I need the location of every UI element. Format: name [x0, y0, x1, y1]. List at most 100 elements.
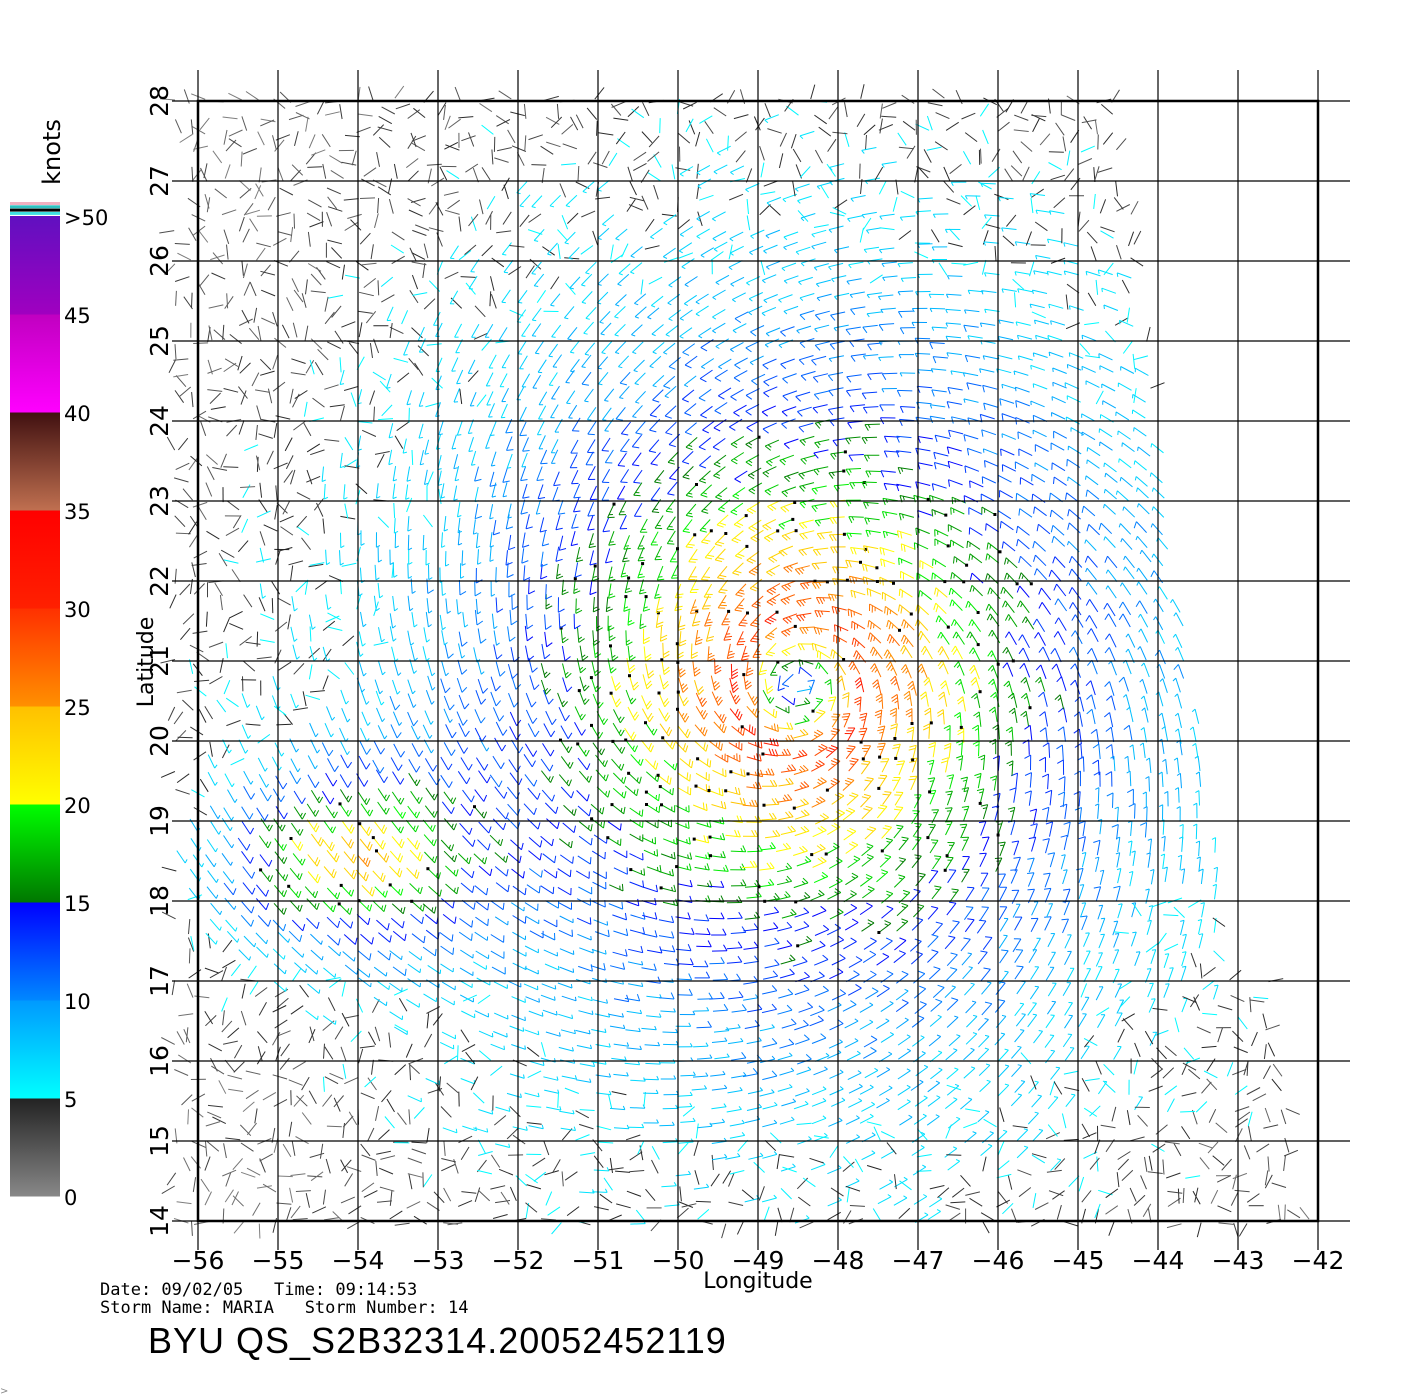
wind-barb [1138, 628, 1149, 643]
wind-barb [763, 1206, 770, 1221]
wind-barb [509, 711, 522, 726]
wind-barb [1176, 772, 1182, 789]
wind-barb [898, 588, 913, 598]
wind-barb [1031, 114, 1047, 118]
wind-barb [813, 466, 829, 476]
wind-barb [494, 737, 507, 752]
wind-barb [945, 1204, 961, 1210]
wind-barb [845, 468, 862, 476]
wind-barb [859, 1002, 874, 1013]
wind-barb [1053, 583, 1067, 597]
wind-barb [688, 120, 696, 135]
wind-barb [546, 141, 561, 148]
wind-barb [494, 852, 509, 863]
x-tick-label: −55 [252, 1246, 305, 1275]
wind-barb [531, 307, 542, 322]
wind-barb [1038, 587, 1052, 601]
wind-barb [258, 773, 270, 788]
wind-barb [240, 1171, 256, 1178]
wind-barb [1065, 1093, 1076, 1108]
wind-barb [1053, 476, 1067, 486]
wind-barb [713, 454, 727, 468]
wind-barb [612, 787, 627, 799]
wind-barb [851, 637, 866, 649]
colorbar-segment [10, 902, 60, 1001]
wind-barb [523, 565, 531, 581]
wind-barb [698, 388, 712, 402]
wind-barb [727, 1086, 743, 1094]
wind-barb [532, 374, 542, 389]
wind-barb [616, 1203, 631, 1209]
wind-barb [748, 519, 762, 532]
wind-barb [444, 141, 459, 150]
wind-barb [175, 532, 191, 535]
wind-barb [1033, 554, 1047, 567]
wind-barb [982, 1156, 987, 1172]
wind-barb [850, 547, 867, 555]
wind-barb [575, 870, 590, 879]
wind-barb [883, 649, 896, 663]
wind-barb [557, 244, 561, 260]
wind-barb [765, 327, 781, 337]
wind-barb [584, 388, 594, 403]
wind-barb [1125, 633, 1136, 648]
wind-barb [291, 946, 305, 958]
wind-barb [361, 885, 375, 897]
wind-barb [374, 1026, 381, 1042]
wind-barb [1054, 1158, 1066, 1170]
wind-barb [1031, 188, 1044, 198]
wind-barb [423, 739, 434, 754]
wind-barb [585, 261, 597, 275]
wind-barb [722, 1170, 732, 1184]
wind-barb [526, 594, 534, 611]
wind-barb [1103, 1081, 1116, 1093]
wind-barb [894, 1176, 908, 1188]
wind-barb [619, 371, 631, 386]
wind-barb [293, 1094, 305, 1107]
wind-barb [551, 385, 560, 400]
wind-barb [462, 835, 476, 847]
wind-barb [220, 549, 235, 558]
wind-barb [290, 822, 304, 836]
wind-barb [750, 613, 761, 628]
wind-barb [1076, 867, 1084, 883]
wind-barb [560, 725, 573, 739]
wind-barb [832, 566, 848, 574]
wind-barb [222, 1169, 237, 1177]
wind-barb [896, 1017, 909, 1029]
wind-barb [846, 792, 859, 806]
wind-barb [1016, 585, 1030, 598]
wind-barb [713, 107, 727, 117]
wind-barb [627, 610, 635, 626]
wind-barb [604, 388, 615, 402]
wind-barb [815, 1052, 830, 1062]
wind-barb [457, 659, 468, 675]
wind-barb [761, 748, 779, 757]
wind-barb [624, 994, 641, 1002]
wind-barb [859, 873, 873, 887]
wind-barb [181, 1094, 193, 1106]
colorbar-segment [10, 608, 60, 707]
wind-barb [245, 641, 261, 645]
wind-barb [712, 1003, 729, 1012]
wind-barb [963, 906, 974, 920]
wind-barb [377, 801, 390, 815]
wind-barb [175, 462, 190, 471]
wind-barb [889, 707, 897, 724]
wind-barb [650, 487, 661, 502]
wind-barb [611, 739, 626, 754]
wind-barb [743, 923, 759, 932]
wind-barb [1122, 341, 1133, 354]
wind-barb [679, 1186, 682, 1202]
wind-barb [325, 594, 332, 610]
wind-barb [468, 437, 474, 452]
wind-barb [882, 102, 897, 109]
wind-barb [257, 131, 265, 146]
wind-barb [339, 917, 354, 929]
wind-barb [762, 466, 777, 478]
wind-barb [360, 530, 365, 546]
wind-barb [175, 375, 187, 388]
wind-barb [174, 1069, 189, 1076]
wind-barb [417, 326, 425, 342]
wind-barb [1028, 949, 1038, 963]
